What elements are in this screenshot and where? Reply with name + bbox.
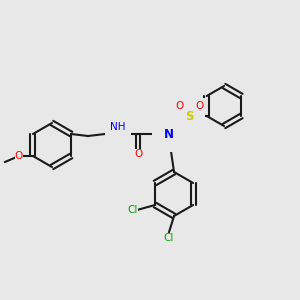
Text: Cl: Cl [128,205,138,215]
Text: NH: NH [110,122,126,132]
Text: O: O [175,101,183,111]
Text: S: S [185,110,193,122]
Text: O: O [195,101,203,111]
Text: O: O [15,151,23,161]
Text: N: N [164,128,174,140]
Text: Cl: Cl [164,233,174,243]
Text: O: O [134,149,142,159]
